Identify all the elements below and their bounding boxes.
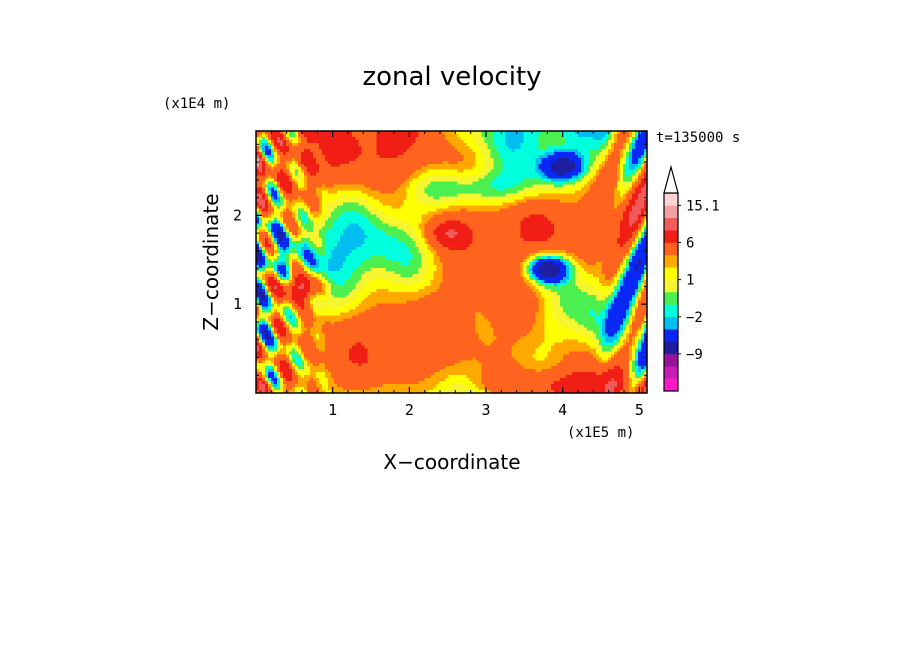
y-tick-label: 1 xyxy=(233,295,242,313)
colorbar-swatch xyxy=(664,316,678,330)
x-axis: 1 2 3 4 5 xyxy=(270,131,644,419)
colorbar-swatch xyxy=(664,292,678,305)
y-axis-label: Z−coordinate xyxy=(199,193,223,330)
x-tick-label: 2 xyxy=(405,401,414,419)
colorbar-swatch xyxy=(664,378,678,392)
x-tick-label: 4 xyxy=(558,401,567,419)
x-axis-label: X−coordinate xyxy=(383,450,520,474)
colorbar-swatch xyxy=(664,329,678,342)
colorbar-swatch xyxy=(664,267,678,280)
colorbar-swatch xyxy=(664,230,678,243)
colorbar-swatch xyxy=(664,341,678,355)
colorbar-label: −9 xyxy=(686,347,703,363)
y-axis: 12 xyxy=(233,143,647,376)
colorbar-swatch xyxy=(664,205,678,219)
colorbar-swatch xyxy=(664,217,678,231)
colorbar-swatch xyxy=(664,279,678,293)
chart-title: zonal velocity xyxy=(362,62,541,92)
x-tick-label: 1 xyxy=(328,401,337,419)
colorbar-label: 15.1 xyxy=(686,198,720,214)
colorbar-swatch xyxy=(664,366,678,379)
colorbar-label: −2 xyxy=(686,310,703,326)
colorbar-extend-arrow xyxy=(663,164,679,194)
colorbar-swatch xyxy=(664,193,678,206)
velocity-field xyxy=(256,131,647,393)
colorbar: 15.1 6 1 −2 −9 xyxy=(663,164,720,392)
time-label: t=135000 s xyxy=(656,130,740,146)
plot-frame xyxy=(255,130,648,394)
colorbar-label: 1 xyxy=(686,273,694,289)
colorbar-swatch xyxy=(664,254,678,268)
colorbar-label: 6 xyxy=(686,236,694,252)
x-tick-label: 5 xyxy=(635,401,644,419)
plot-area xyxy=(255,130,648,394)
colorbar-swatch xyxy=(664,304,678,318)
colorbar-swatch xyxy=(664,353,678,367)
x-tick-label: 3 xyxy=(481,401,490,419)
x-unit-label: (x1E5 m) xyxy=(567,425,634,441)
colorbar-swatch xyxy=(664,242,678,256)
y-tick-label: 2 xyxy=(233,206,242,224)
y-unit-label: (x1E4 m) xyxy=(163,96,230,112)
